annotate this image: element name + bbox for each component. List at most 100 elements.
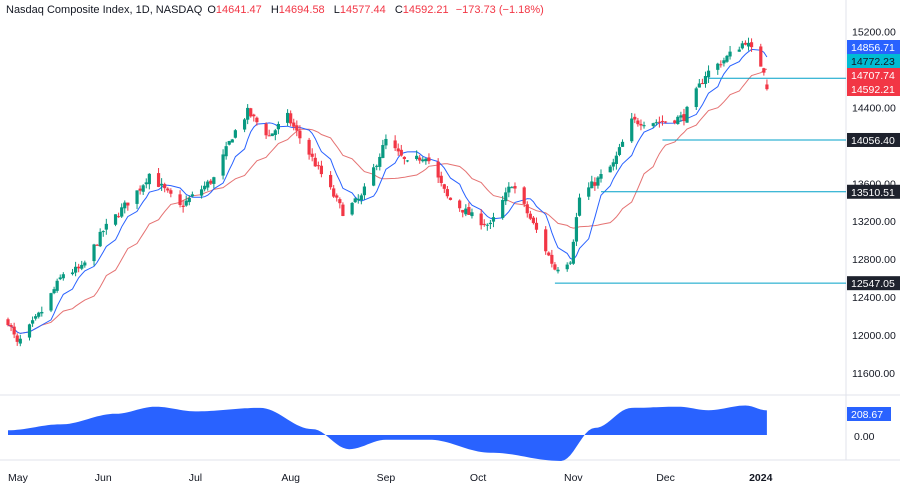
candle-body xyxy=(310,153,314,157)
candle-body xyxy=(356,198,360,201)
candle-body xyxy=(593,182,597,186)
candle-body xyxy=(636,120,640,125)
candle-body xyxy=(34,316,38,319)
oscillator-area xyxy=(8,405,767,461)
candle-body xyxy=(307,139,311,155)
candle-body xyxy=(292,122,296,127)
x-tick-label: May xyxy=(8,472,29,484)
candle-body xyxy=(104,223,108,230)
candle-body xyxy=(199,189,204,196)
candle-body xyxy=(144,182,148,185)
open-value: 14641.47 xyxy=(215,4,262,16)
candle-body xyxy=(436,161,440,178)
candle-body xyxy=(15,335,19,342)
candle-body xyxy=(510,187,514,189)
candle-body xyxy=(123,202,127,209)
candle-body xyxy=(30,320,35,324)
low-value: 14577.44 xyxy=(339,4,386,16)
candle-body xyxy=(762,68,766,73)
candle-body xyxy=(448,197,453,200)
candle-body xyxy=(18,338,22,344)
candle-body xyxy=(190,194,194,197)
x-tick-label: Nov xyxy=(564,472,583,484)
level-tag xyxy=(847,132,900,147)
x-tick-label: 2024 xyxy=(749,472,773,484)
low-label: L xyxy=(333,4,340,16)
price-tag-label: 14707.74 xyxy=(851,70,895,82)
candle-body xyxy=(522,187,526,204)
candle-body xyxy=(507,186,511,193)
candle-body xyxy=(482,223,486,225)
candle-body xyxy=(61,274,65,279)
candle-body xyxy=(445,189,449,197)
price-tag xyxy=(847,40,900,54)
candle-body xyxy=(249,108,253,117)
close-label: C xyxy=(394,4,403,16)
candle-body xyxy=(565,264,569,270)
candle-body xyxy=(381,145,385,158)
high-label: H xyxy=(270,4,279,16)
chart-header: Nasdaq Composite Index, 1D, NASDAQ O1464… xyxy=(6,4,548,16)
candle-body xyxy=(49,293,53,311)
candle-body xyxy=(117,216,121,218)
candle-body xyxy=(544,229,548,252)
candle-body xyxy=(224,146,228,157)
candle-body xyxy=(92,244,96,262)
x-tick-label: Dec xyxy=(656,472,675,484)
candle-body xyxy=(80,264,84,269)
price-tag-label: 14856.71 xyxy=(851,42,895,54)
candle-body xyxy=(657,121,661,123)
candle-body xyxy=(319,165,324,175)
candle-body xyxy=(270,133,274,137)
candle-body xyxy=(746,42,751,47)
level-tag xyxy=(847,184,900,199)
candle-body xyxy=(255,117,259,123)
price-tag-label: 14772.23 xyxy=(851,56,895,68)
candle-body xyxy=(230,139,234,143)
candle-body xyxy=(568,262,572,264)
candle-body xyxy=(694,88,698,107)
candle-body xyxy=(461,209,465,213)
candle-body xyxy=(577,197,582,216)
candle-body xyxy=(504,192,508,202)
candle-body xyxy=(289,113,293,124)
candle-body xyxy=(590,181,594,189)
candle-body xyxy=(547,252,551,256)
candle-body xyxy=(488,222,492,225)
candle-body xyxy=(464,208,468,215)
candle-body xyxy=(399,149,403,156)
candle-body xyxy=(485,224,489,226)
candle-body xyxy=(528,213,532,219)
candle-body xyxy=(267,135,271,137)
x-tick-label: Oct xyxy=(470,472,486,484)
candle-body xyxy=(113,214,118,225)
candle-body xyxy=(138,188,142,191)
candle-body xyxy=(706,70,711,78)
candle-body xyxy=(725,55,729,62)
candle-body xyxy=(639,123,643,126)
candle-body xyxy=(415,155,419,160)
candle-body xyxy=(728,51,732,57)
candle-body xyxy=(372,167,376,186)
candle-body xyxy=(405,160,410,162)
x-tick-label: Sep xyxy=(377,472,396,484)
candle-body xyxy=(513,186,517,189)
x-tick-label: Jun xyxy=(95,472,112,484)
candle-body xyxy=(169,190,173,194)
oscillator-value-tag xyxy=(847,407,891,421)
candle-body xyxy=(759,46,763,67)
candle-body xyxy=(141,185,145,192)
y-tick-label: 12800.00 xyxy=(852,254,896,266)
candle-body xyxy=(620,141,625,147)
candle-body xyxy=(673,120,677,123)
price-tag xyxy=(847,82,900,96)
candle-body xyxy=(341,204,345,217)
candle-body xyxy=(58,277,62,280)
candle-body xyxy=(501,199,505,218)
candle-body xyxy=(384,138,388,146)
candle-body xyxy=(295,125,299,131)
y-tick-label: 12400.00 xyxy=(852,292,896,304)
candle-body xyxy=(362,186,367,196)
candle-body xyxy=(703,75,708,84)
